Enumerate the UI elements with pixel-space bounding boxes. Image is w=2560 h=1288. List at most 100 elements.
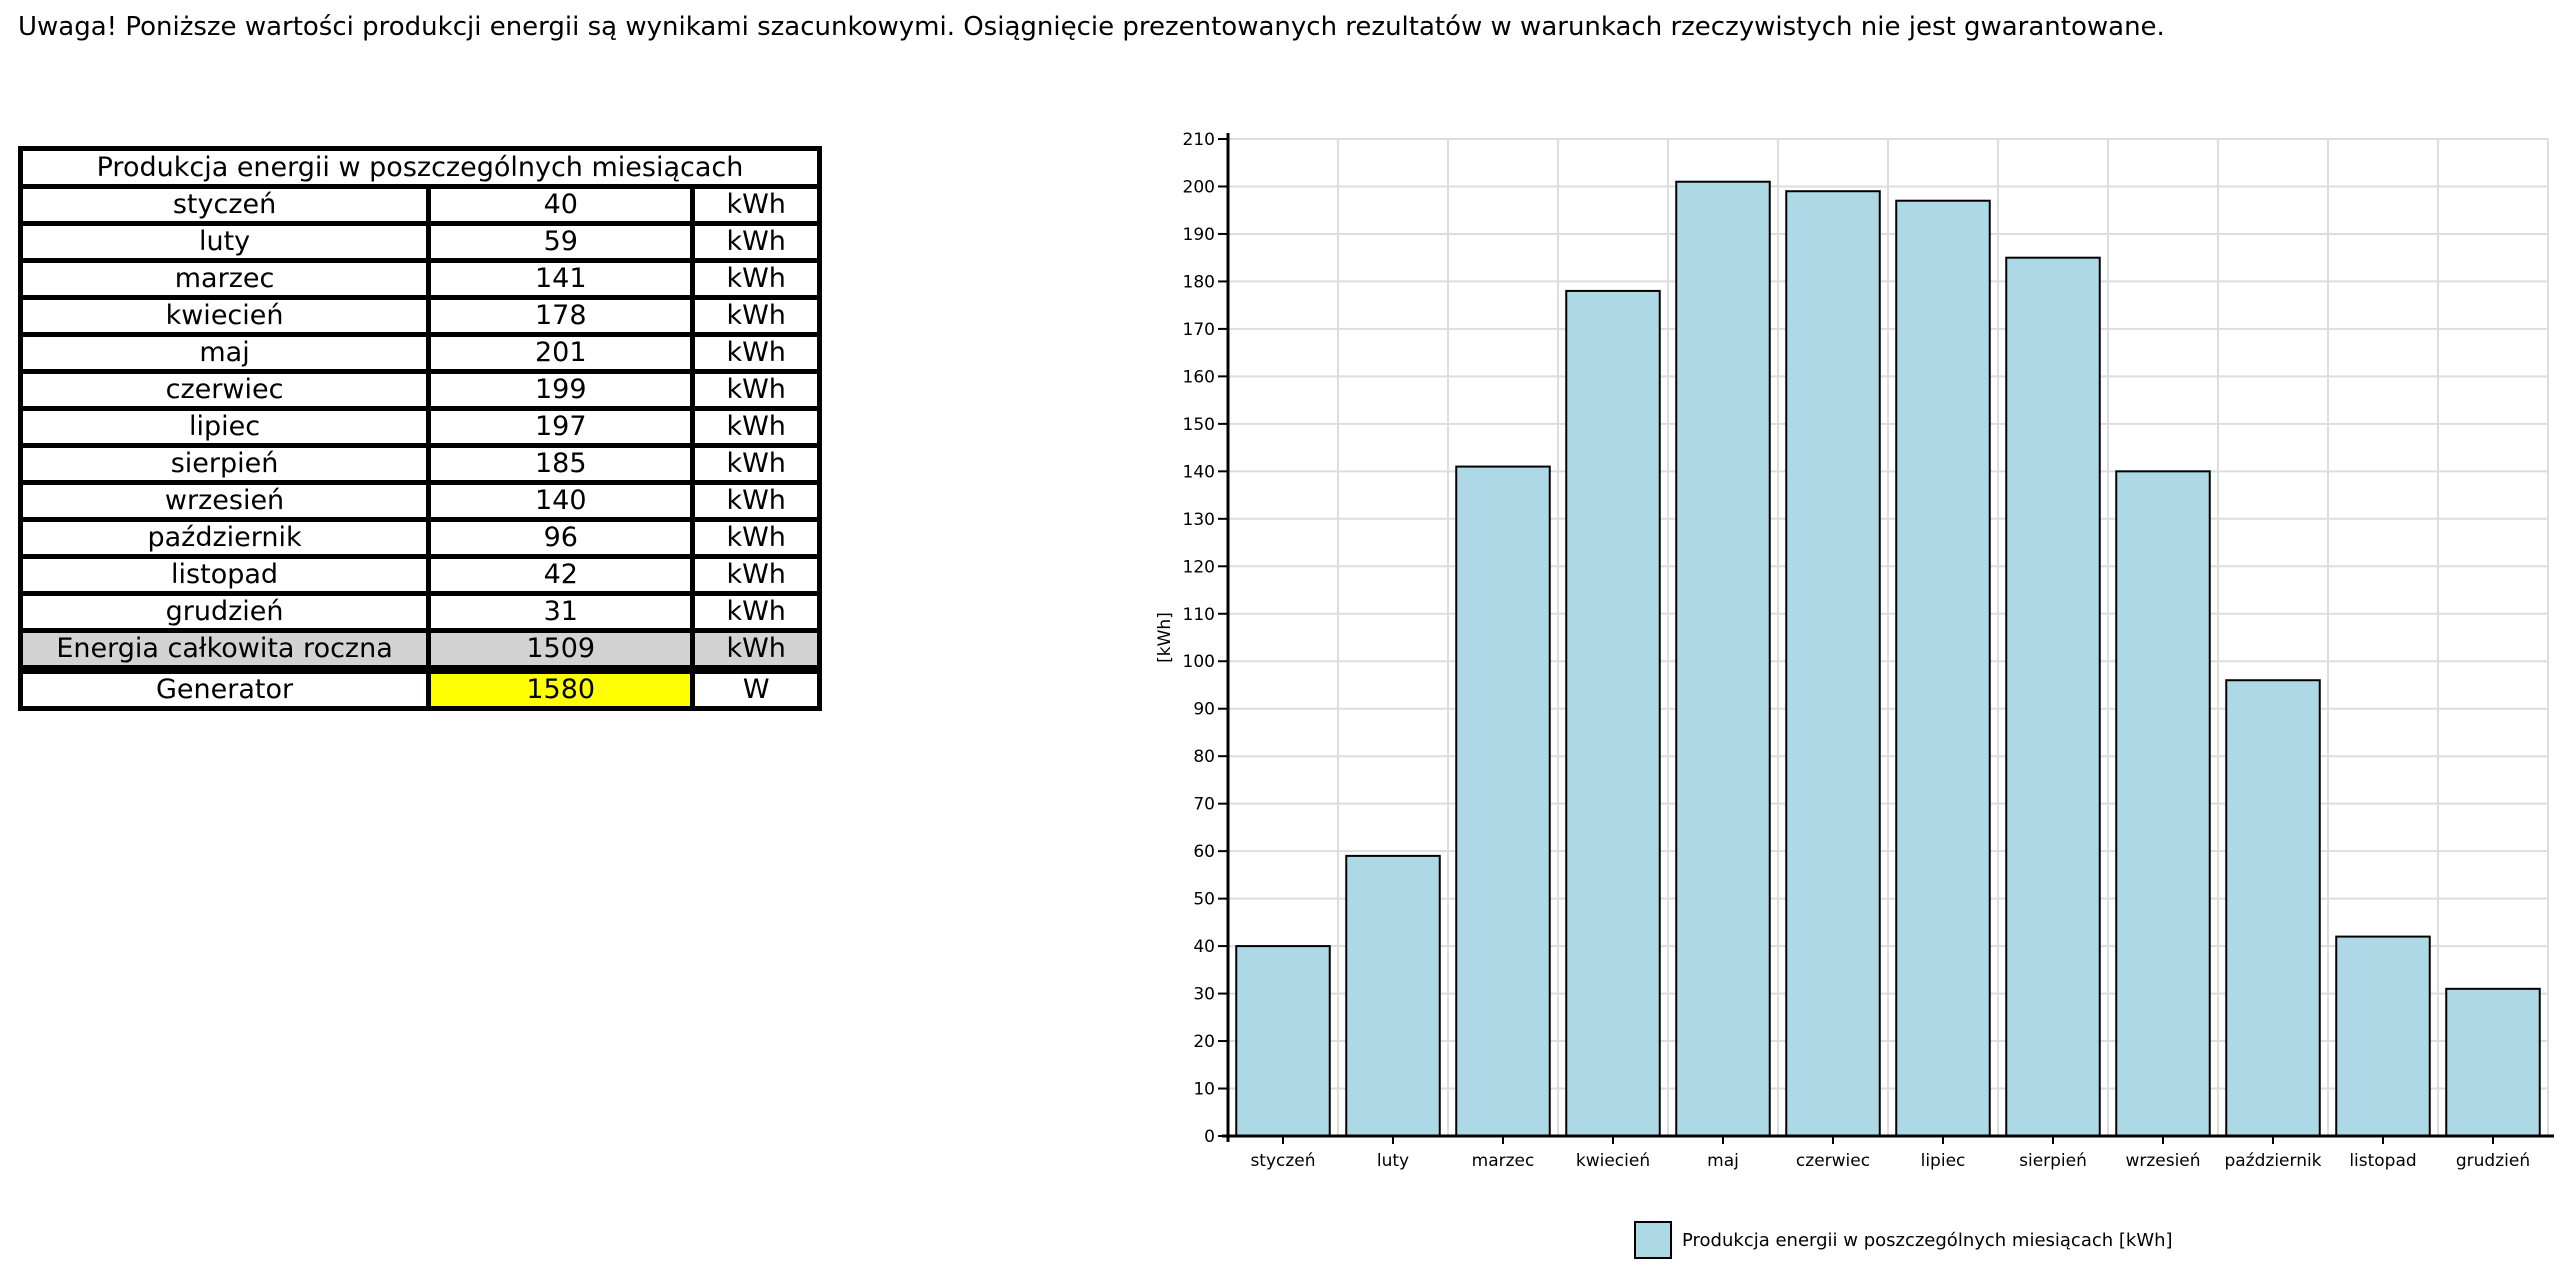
bar-7: [2005, 256, 2101, 1137]
y-tick-label: 150: [1183, 415, 1215, 435]
table-row: sierpień 185 kWh: [17, 443, 822, 485]
x-tick-label: wrzesień: [2125, 1151, 2200, 1171]
value-cell: 96: [426, 517, 696, 559]
value-cell: 197: [426, 406, 696, 448]
month-cell: lipiec: [17, 406, 432, 448]
y-tick-label: 0: [1204, 1127, 1215, 1147]
unit-cell: kWh: [690, 295, 822, 337]
y-axis-label: [kWh]: [1155, 612, 1175, 663]
table-row: czerwiec 199 kWh: [17, 369, 822, 411]
table-row: lipiec 197 kWh: [17, 406, 822, 448]
bar-11: [2445, 987, 2541, 1137]
y-tick-label: 20: [1193, 1032, 1215, 1052]
value-cell: 185: [426, 443, 696, 485]
table-row: październik 96 kWh: [17, 517, 822, 559]
bar-5: [1785, 190, 1881, 1137]
chart-ticks: 0 10 20 30 40 50 60 70 80 90 100 110 120 130 140 150 160…: [1183, 130, 2531, 1171]
y-tick-label: 10: [1193, 1080, 1215, 1100]
month-cell: sierpień: [17, 443, 432, 485]
generator-unit: W: [690, 665, 822, 711]
bar-4: [1675, 180, 1771, 1137]
legend-label: Produkcja energii w poszczególnych miesi…: [1682, 1230, 2173, 1251]
bar-2: [1455, 465, 1551, 1138]
month-cell: maj: [17, 332, 432, 374]
value-cell: 59: [426, 221, 696, 263]
y-tick-label: 40: [1193, 937, 1215, 957]
table-row: grudzień 31 kWh: [17, 591, 822, 633]
x-tick-label: kwiecień: [1576, 1151, 1650, 1171]
y-tick-label: 80: [1193, 747, 1215, 767]
value-cell: 199: [426, 369, 696, 411]
month-cell: marzec: [17, 258, 432, 300]
month-cell: luty: [17, 221, 432, 263]
table-title: Produkcja energii w poszczególnych miesi…: [18, 146, 822, 189]
month-cell: styczeń: [17, 184, 432, 226]
y-tick-label: 50: [1193, 890, 1215, 910]
chart-grid: [1228, 138, 2549, 1137]
bar-10: [2335, 935, 2431, 1137]
month-cell: listopad: [17, 554, 432, 596]
y-tick-label: 160: [1183, 367, 1215, 387]
unit-cell: kWh: [690, 517, 822, 559]
total-unit: kWh: [690, 628, 822, 672]
monthly-production-chart: 0 10 20 30 40 50 60 70 80 90 100 110 120 130 140 150 160…: [1155, 130, 2554, 1259]
chart-bars: [1235, 180, 2541, 1138]
warning-text: Uwaga! Poniższe wartości produkcji energ…: [18, 12, 2165, 42]
unit-cell: kWh: [690, 184, 822, 226]
unit-cell: kWh: [690, 332, 822, 374]
total-row: Energia całkowita roczna 1509 kWh: [17, 628, 822, 672]
bar-1: [1345, 854, 1441, 1138]
table-row: kwiecień 178 kWh: [17, 295, 822, 337]
table-row: styczeń 40 kWh: [17, 184, 822, 226]
y-tick-label: 30: [1193, 985, 1215, 1005]
unit-cell: kWh: [690, 369, 822, 411]
total-label: Energia całkowita roczna: [17, 628, 432, 672]
y-tick-label: 200: [1183, 177, 1215, 197]
energy-production-table: Produkcja energii w poszczególnych miesi…: [17, 146, 822, 711]
bar-8: [2115, 470, 2211, 1138]
bar-3: [1565, 289, 1661, 1137]
month-cell: grudzień: [17, 591, 432, 633]
y-tick-label: 120: [1183, 557, 1215, 577]
month-cell: październik: [17, 517, 432, 559]
value-cell: 141: [426, 258, 696, 300]
y-tick-label: 60: [1193, 842, 1215, 862]
y-tick-label: 140: [1183, 462, 1215, 482]
y-tick-label: 70: [1193, 795, 1215, 815]
table-title-row: Produkcja energii w poszczególnych miesi…: [18, 146, 822, 189]
table-row: maj 201 kWh: [17, 332, 822, 374]
table-row: wrzesień 140 kWh: [17, 480, 822, 522]
bar-9: [2225, 679, 2321, 1137]
unit-cell: kWh: [690, 480, 822, 522]
unit-cell: kWh: [690, 443, 822, 485]
generator-value: 1580: [426, 665, 696, 711]
x-tick-label: czerwiec: [1796, 1151, 1870, 1171]
y-tick-label: 170: [1183, 320, 1215, 340]
unit-cell: kWh: [690, 554, 822, 596]
value-cell: 201: [426, 332, 696, 374]
generator-row: Generator 1580 W: [17, 665, 822, 711]
month-cell: czerwiec: [17, 369, 432, 411]
x-tick-label: listopad: [2349, 1151, 2416, 1171]
month-cell: wrzesień: [17, 480, 432, 522]
x-tick-label: maj: [1707, 1151, 1739, 1171]
unit-cell: kWh: [690, 591, 822, 633]
y-tick-label: 100: [1183, 652, 1215, 672]
table-row: listopad 42 kWh: [17, 554, 822, 596]
y-tick-label: 190: [1183, 225, 1215, 245]
total-value: 1509: [426, 628, 696, 672]
y-tick-label: 130: [1183, 510, 1215, 530]
unit-cell: kWh: [690, 258, 822, 300]
generator-label: Generator: [17, 665, 432, 711]
x-tick-label: październik: [2224, 1151, 2321, 1171]
bar-6: [1895, 199, 1991, 1137]
y-tick-label: 180: [1183, 272, 1215, 292]
value-cell: 178: [426, 295, 696, 337]
value-cell: 40: [426, 184, 696, 226]
value-cell: 140: [426, 480, 696, 522]
y-tick-label: 210: [1183, 130, 1215, 150]
x-tick-label: luty: [1377, 1151, 1409, 1171]
unit-cell: kWh: [690, 406, 822, 448]
x-tick-label: grudzień: [2456, 1151, 2530, 1171]
table-row: luty 59 kWh: [17, 221, 822, 263]
